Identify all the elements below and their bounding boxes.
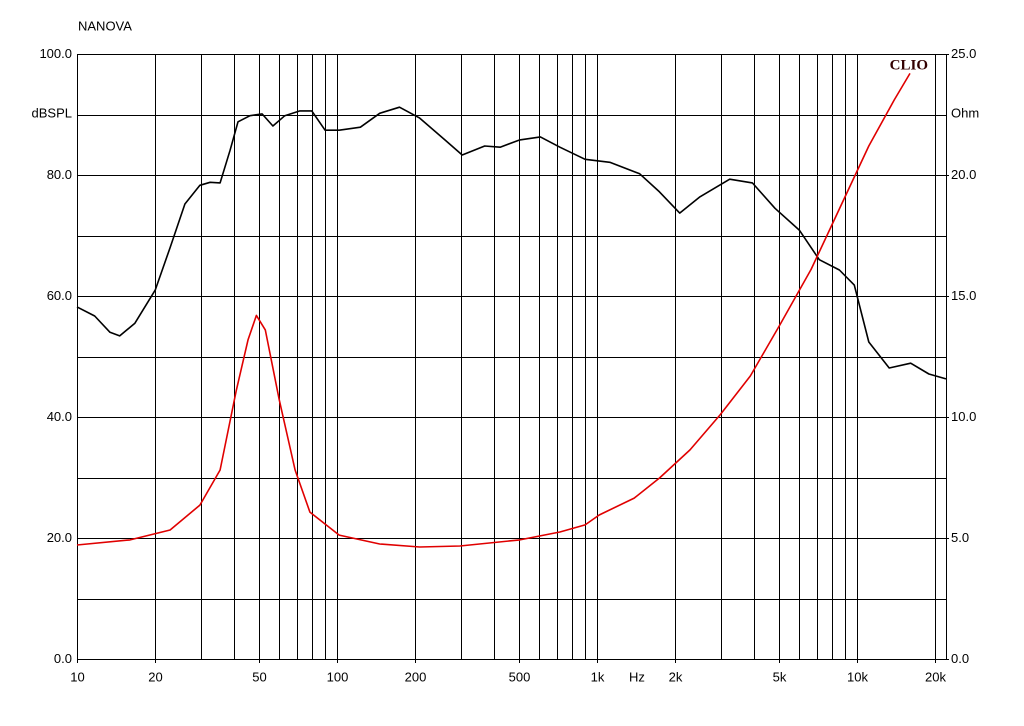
x-tick-label: 10k: [847, 669, 868, 684]
y-tick-label: 0.0: [54, 651, 72, 666]
x-tick-label: 500: [509, 669, 531, 684]
line-series: [76, 72, 911, 548]
annotation: CLIO: [890, 57, 928, 73]
y-axis-label: dBSPL: [32, 105, 72, 120]
x-tick-label: 1k: [591, 669, 605, 684]
y-tick-label: 80.0: [47, 167, 72, 182]
chart-title: NANOVA: [78, 18, 132, 33]
y-tick-label: 40.0: [47, 409, 72, 424]
y2-tick-label: 20.0: [951, 167, 976, 182]
y2-tick-label: 5.0: [951, 530, 969, 545]
x-tick-label: 20k: [925, 669, 946, 684]
y2-tick-label: 25.0: [951, 46, 976, 61]
y-tick-label: 60.0: [47, 288, 72, 303]
y2-axis-label: Ohm: [951, 105, 979, 120]
y2-tick-label: 15.0: [951, 288, 976, 303]
y-tick-label: 20.0: [47, 530, 72, 545]
x-tick-label: 2k: [669, 669, 683, 684]
y2-tick-label: 10.0: [951, 409, 976, 424]
x-tick-label: 10: [70, 669, 84, 684]
x-tick-label: 5k: [773, 669, 787, 684]
y-tick-label: 100.0: [39, 46, 72, 61]
x-tick-label: 200: [405, 669, 427, 684]
plot-frame: [77, 54, 947, 660]
x-axis-label: Hz: [629, 669, 645, 684]
x-tick-label: 20: [148, 669, 162, 684]
x-tick-label: 100: [327, 669, 349, 684]
y2-tick-label: 0.0: [951, 651, 969, 666]
line-series: [76, 106, 947, 380]
x-tick-label: 50: [252, 669, 266, 684]
